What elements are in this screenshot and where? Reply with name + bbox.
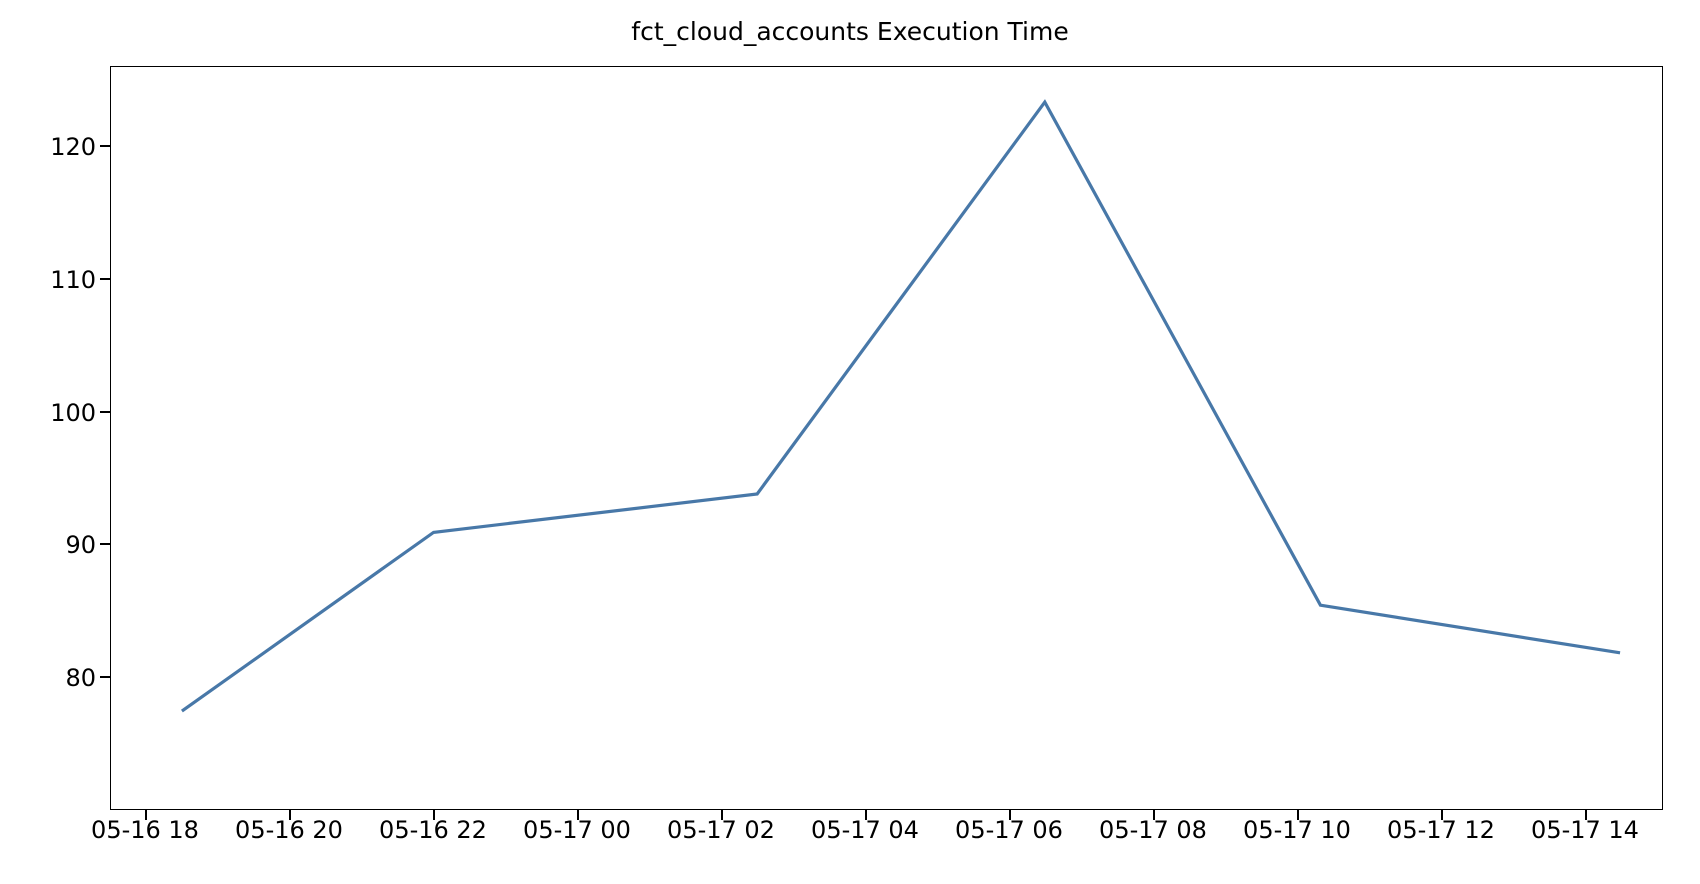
x-tick-label-2: 05-16 22 [379, 816, 487, 844]
x-tick-label-9: 05-17 12 [1387, 816, 1495, 844]
x-tick-label-0: 05-16 18 [91, 816, 199, 844]
y-tick-mark-100 [100, 411, 110, 413]
y-tick-label-120: 120 [50, 133, 96, 161]
plot-axes-area [110, 66, 1663, 810]
x-tick-mark-6 [1009, 810, 1011, 820]
x-tick-label-4: 05-17 02 [667, 816, 775, 844]
line-series-execution-time [180, 99, 1621, 713]
y-tick-label-90: 90 [65, 531, 96, 559]
x-tick-mark-8 [1297, 810, 1299, 820]
x-tick-label-6: 05-17 06 [955, 816, 1063, 844]
y-tick-mark-110 [100, 278, 110, 280]
x-tick-label-3: 05-17 00 [523, 816, 631, 844]
y-tick-label-80: 80 [65, 664, 96, 692]
x-tick-mark-5 [865, 810, 867, 820]
x-tick-label-5: 05-17 04 [811, 816, 919, 844]
x-tick-label-7: 05-17 08 [1099, 816, 1207, 844]
y-tick-mark-120 [100, 145, 110, 147]
x-tick-mark-2 [433, 810, 435, 820]
chart-title: fct_cloud_accounts Execution Time [631, 17, 1069, 46]
x-tick-mark-1 [289, 810, 291, 820]
x-tick-label-1: 05-16 20 [235, 816, 343, 844]
x-tick-mark-7 [1153, 810, 1155, 820]
x-tick-mark-4 [721, 810, 723, 820]
y-tick-label-110: 110 [50, 266, 96, 294]
x-tick-mark-9 [1441, 810, 1443, 820]
x-tick-mark-3 [577, 810, 579, 820]
y-tick-mark-90 [100, 543, 110, 545]
x-tick-mark-0 [145, 810, 147, 820]
plot-canvas [180, 99, 1621, 713]
x-tick-label-8: 05-17 10 [1243, 816, 1351, 844]
x-tick-mark-10 [1585, 810, 1587, 820]
y-tick-label-100: 100 [50, 399, 96, 427]
y-tick-mark-80 [100, 676, 110, 678]
x-tick-label-10: 05-17 14 [1531, 816, 1639, 844]
